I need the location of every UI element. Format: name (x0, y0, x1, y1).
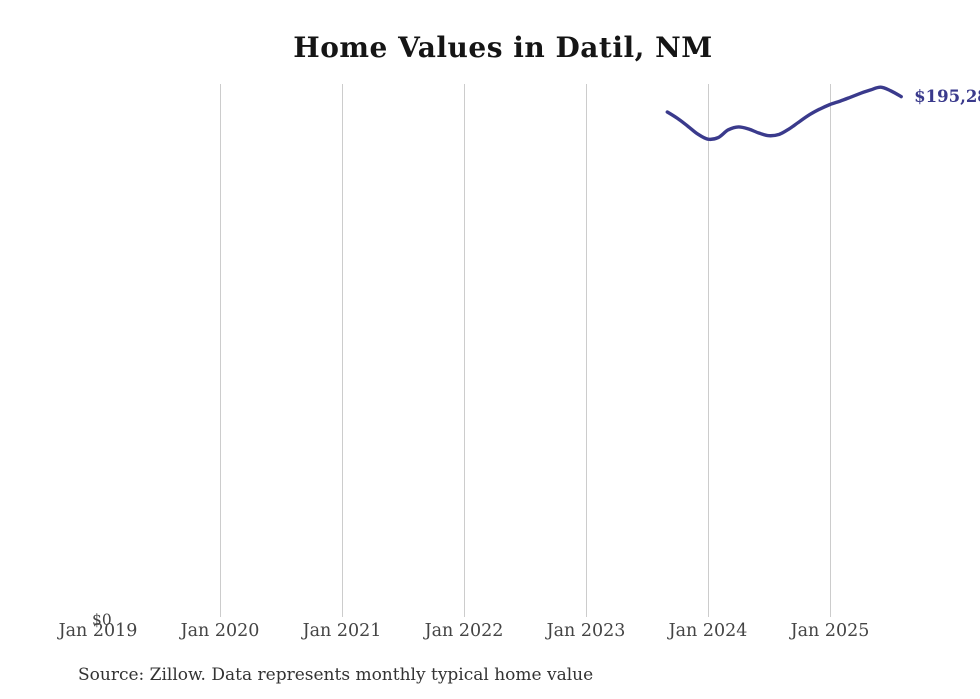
vertical-gridline (464, 84, 465, 617)
x-tick-label: Jan 2020 (180, 621, 260, 641)
x-tick-label: Jan 2019 (58, 621, 138, 641)
vertical-gridline (342, 84, 343, 617)
chart-title: Home Values in Datil, NM (293, 31, 713, 64)
vertical-gridline (220, 84, 221, 617)
x-tick-label: Jan 2024 (668, 621, 748, 641)
source-note: Source: Zillow. Data represents monthly … (78, 665, 594, 685)
vertical-gridline (830, 84, 831, 617)
x-tick-label: Jan 2023 (546, 621, 626, 641)
price-line (665, 85, 903, 142)
vertical-gridline (586, 84, 587, 617)
current-value-label: $195,28 (914, 86, 980, 106)
y-axis-zero-label: $0 (92, 611, 112, 629)
vertical-gridline (708, 84, 709, 617)
x-tick-label: Jan 2025 (790, 621, 870, 641)
x-tick-label: Jan 2021 (302, 621, 382, 641)
x-tick-label: Jan 2022 (424, 621, 504, 641)
